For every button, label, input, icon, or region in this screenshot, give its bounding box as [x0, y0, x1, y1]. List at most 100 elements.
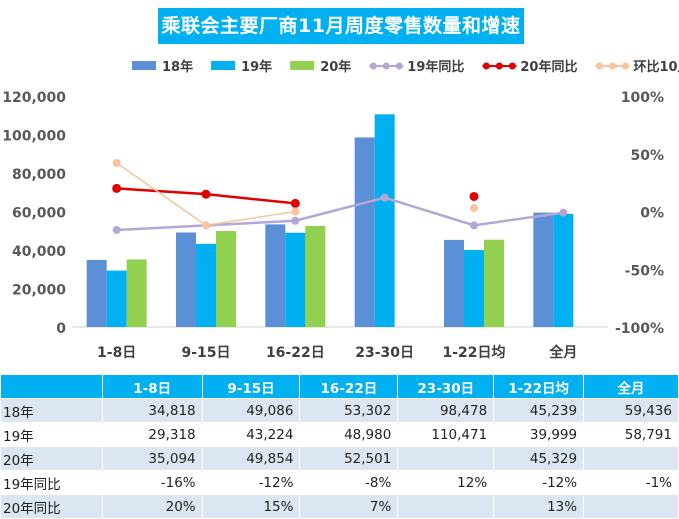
- bar: [374, 114, 395, 327]
- bar: [285, 232, 306, 327]
- y-left-tick-label: 80,000: [12, 167, 66, 183]
- table-header-row: 1-8日 9-15日 16-22日 23-30日 1-22日均 全月: [0, 374, 679, 399]
- table-cell: 34,818: [101, 398, 203, 423]
- data-table: 1-8日 9-15日 16-22日 23-30日 1-22日均 全月 18年 34,818 4…: [0, 374, 679, 519]
- table-cell: 35,094: [101, 446, 203, 471]
- x-tick-label: 9-15日: [181, 345, 230, 361]
- table-row: 19年同比 -16% -12% -8% 12% -12% -1%: [0, 470, 679, 495]
- legend-marker: [595, 62, 603, 70]
- bar: [196, 243, 216, 327]
- table-cell: -12%: [493, 470, 585, 495]
- bar: [106, 270, 127, 327]
- table-cell: 58,791: [583, 422, 679, 447]
- table-cell: 29,318: [101, 422, 203, 447]
- table-row-label: 20年同比: [0, 494, 103, 519]
- legend-label: 19年同比: [407, 59, 464, 75]
- table-cell: 13%: [493, 494, 585, 519]
- table-header-cell: 16-22日: [299, 374, 399, 399]
- table-cell: 52,501: [299, 446, 399, 471]
- y-left-tick-label: 40,000: [12, 244, 66, 260]
- table-cell: 20%: [101, 494, 203, 519]
- legend-marker: [608, 62, 616, 70]
- legend-label: 环比10月同期: [633, 59, 679, 75]
- table-header-cell: 1-8日: [101, 374, 203, 399]
- line-point: [112, 183, 122, 193]
- table-cell: 53,302: [299, 398, 399, 423]
- line-point: [201, 189, 211, 199]
- table-row-label: 18年: [0, 398, 103, 423]
- table-cell: -16%: [101, 470, 203, 495]
- legend-marker: [482, 62, 490, 70]
- table-header-cell: 23-30日: [397, 374, 495, 399]
- legend-marker: [621, 62, 629, 70]
- table-row: 18年 34,818 49,086 53,302 98,478 45,239 59,436: [0, 398, 679, 423]
- x-tick-label: 1-22日均: [442, 344, 505, 361]
- table-row-label: 19年同比: [0, 470, 103, 495]
- table-cell: -12%: [201, 470, 301, 495]
- table-cell: 43,224: [201, 422, 301, 447]
- table-row-label: 19年: [0, 422, 103, 447]
- legend-marker: [382, 62, 390, 70]
- line-point: [112, 158, 121, 167]
- table-cell: 110,471: [397, 422, 495, 447]
- x-tick-label: 全月: [548, 344, 577, 361]
- table-cell: -1%: [583, 470, 679, 495]
- y-left-tick-label: 100,000: [2, 129, 66, 145]
- legend-marker: [508, 62, 516, 70]
- legend-marker: [369, 62, 377, 70]
- line-point: [559, 208, 568, 217]
- legend-label: 18年: [162, 59, 193, 75]
- bar: [464, 250, 484, 327]
- table-cell: [583, 494, 679, 519]
- table-cell: 49,854: [201, 446, 301, 471]
- table-cell: [397, 494, 495, 519]
- x-tick-label: 23-30日: [355, 345, 414, 361]
- chart-title: 乘联会主要厂商11月周度零售数量和增速: [158, 8, 524, 44]
- y-left-tick-label: 0: [56, 321, 66, 337]
- legend-marker: [495, 62, 503, 70]
- x-tick-label: 1-8日: [97, 345, 136, 361]
- legend-marker: [395, 62, 403, 70]
- table-cell: 12%: [397, 470, 495, 495]
- line-point: [202, 221, 210, 230]
- y-left-tick-label: 120,000: [2, 90, 66, 106]
- table-header-cell: 9-15日: [201, 374, 301, 399]
- table-cell: 48,980: [299, 422, 399, 447]
- line-point: [469, 191, 479, 201]
- table-cell: 45,239: [493, 398, 585, 423]
- line-point: [290, 198, 300, 208]
- y-left-tick-label: 20,000: [12, 283, 66, 299]
- table-row: 20年 35,094 49,854 52,501 45,329: [0, 446, 679, 471]
- table-row-label: 20年: [0, 446, 103, 471]
- table-cell: [397, 446, 495, 471]
- bar: [216, 231, 236, 327]
- y-right-tick-label: 50%: [630, 148, 664, 164]
- table-header-cell: 1-22日均: [493, 374, 585, 399]
- line-point: [380, 193, 389, 202]
- series-line: [116, 196, 564, 232]
- bar: [265, 224, 286, 327]
- legend-swatch: [290, 61, 315, 70]
- bar: [354, 137, 375, 327]
- line-point: [291, 207, 300, 216]
- table-cell: 15%: [201, 494, 301, 519]
- table-row: 20年同比 20% 15% 7% 13%: [0, 494, 679, 519]
- bar: [86, 259, 107, 327]
- line-point: [470, 221, 478, 230]
- table-cell: 98,478: [397, 398, 495, 423]
- bar: [484, 239, 504, 327]
- line-point: [112, 225, 121, 234]
- table-header-cell: [0, 374, 103, 399]
- legend-label: 19年: [241, 59, 272, 75]
- bar: [444, 239, 464, 327]
- table-cell: [583, 446, 679, 471]
- table-cell: 49,086: [201, 398, 301, 423]
- legend-swatch: [132, 61, 156, 70]
- legend-label: 20年: [320, 59, 351, 75]
- line-point: [291, 216, 300, 225]
- bar: [553, 213, 574, 327]
- y-right-tick-label: 0%: [640, 206, 664, 222]
- y-right-tick-label: -100%: [615, 321, 664, 337]
- y-left-tick-label: 60,000: [12, 206, 66, 222]
- bar: [126, 259, 147, 327]
